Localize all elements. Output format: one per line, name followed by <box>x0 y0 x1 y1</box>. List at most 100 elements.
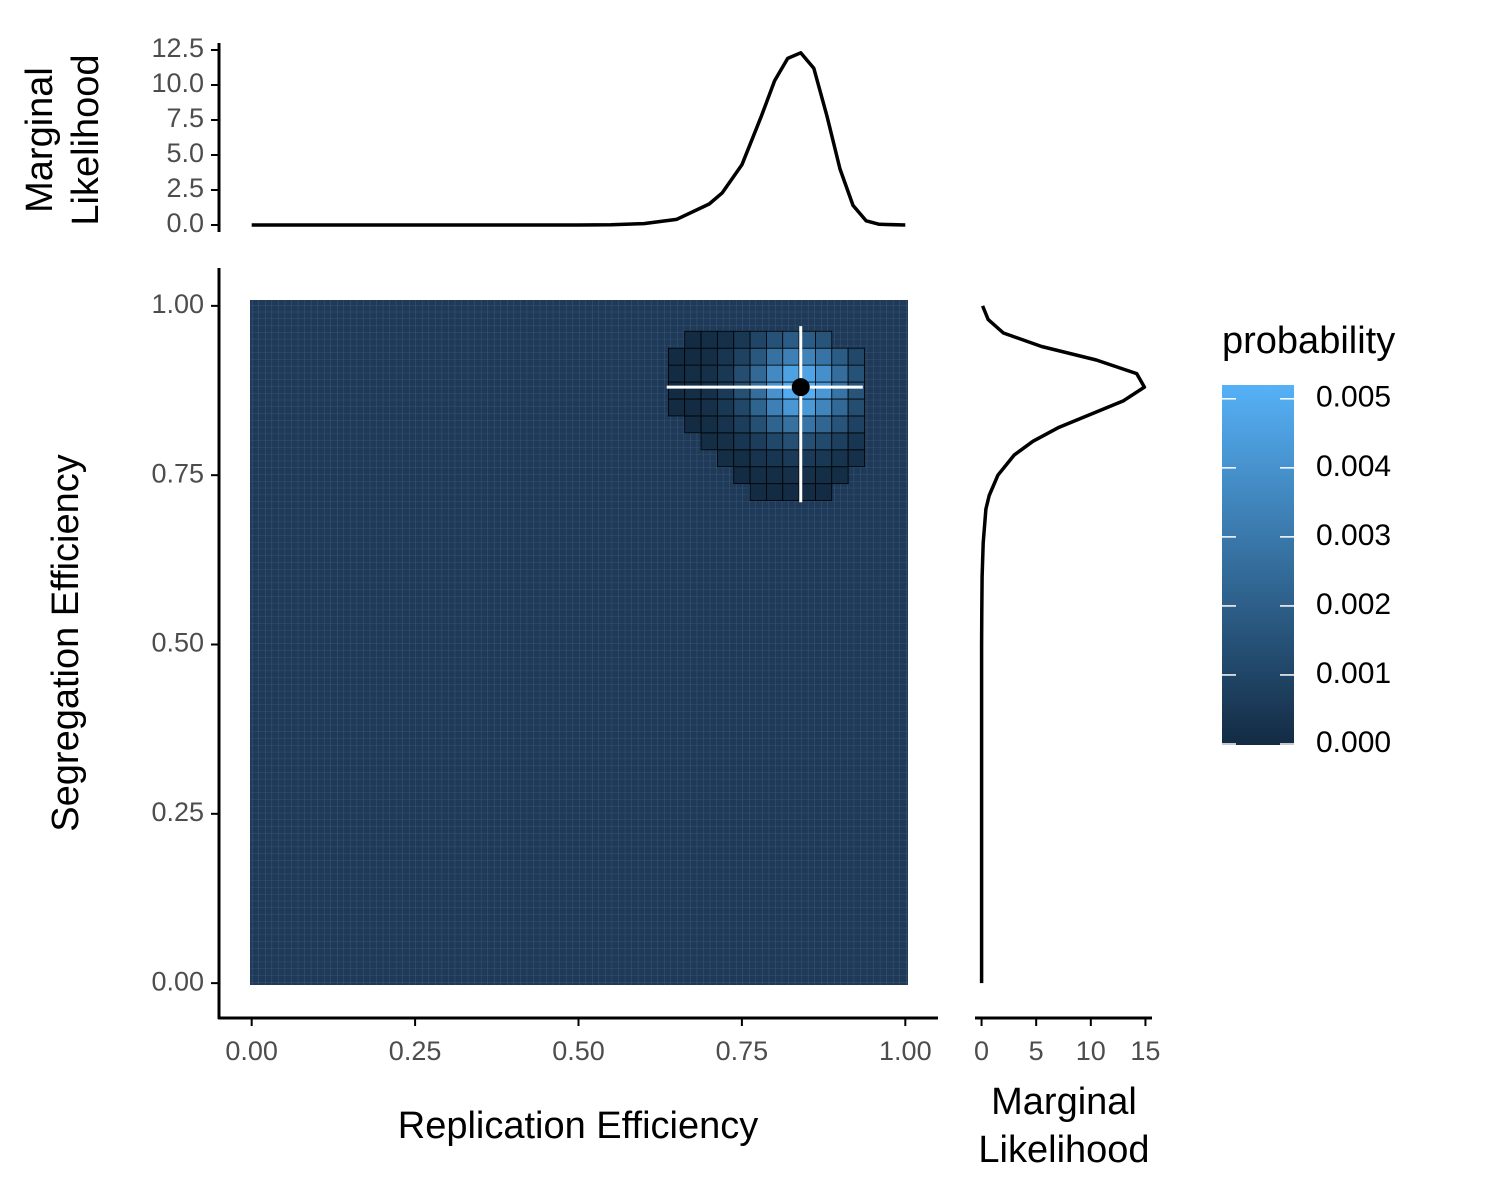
heatmap-cell <box>700 415 718 434</box>
legend-label: 0.005 <box>1316 381 1391 414</box>
heatmap-cell <box>716 432 735 451</box>
heatmap-cell <box>684 415 702 434</box>
heatmap-cell <box>815 381 833 400</box>
heatmap-cell <box>766 381 784 400</box>
heatmap-cell <box>831 415 849 434</box>
colorbar <box>1222 385 1294 745</box>
y-tick-label: 2.5 <box>166 173 204 203</box>
heatmap-cell <box>766 364 784 383</box>
y-tick-label: 10.0 <box>151 68 204 98</box>
heatmap-cell <box>847 398 865 417</box>
legend-label: 0.000 <box>1316 726 1391 759</box>
y-tick-label: 1.00 <box>151 289 204 319</box>
heatmap-cell <box>716 330 735 349</box>
heatmap-cell <box>815 415 833 434</box>
heatmap-cell <box>782 449 800 468</box>
heatmap-cell <box>782 347 800 366</box>
x-tick-label: 0.50 <box>552 1036 605 1066</box>
heatmap-cell <box>749 483 767 501</box>
heatmap-cell <box>831 347 849 366</box>
heatmap-cell <box>667 398 686 417</box>
top-y-title: Marginal <box>19 67 61 213</box>
heatmap-cell <box>733 364 751 383</box>
heatmap-cell <box>815 432 833 451</box>
heatmap-cell <box>815 364 833 383</box>
heatmap-cell <box>749 432 767 451</box>
heatmap-cell <box>766 415 784 434</box>
heatmap-cell <box>766 398 784 417</box>
heatmap-cell <box>782 483 800 501</box>
heatmap-cell <box>782 432 800 451</box>
heatmap-cell <box>667 364 686 383</box>
heatmap-cell <box>684 347 702 366</box>
heatmap-cell <box>766 432 784 451</box>
y-tick-label: 5.0 <box>166 138 204 168</box>
heatmap-cell <box>749 330 767 349</box>
legend-title: probability <box>1222 320 1395 362</box>
heatmap-cell <box>716 364 735 383</box>
heatmap-cell <box>766 330 784 349</box>
density-line <box>251 51 906 227</box>
heatmap-cell <box>766 347 784 366</box>
heatmap-cell <box>700 398 718 417</box>
point-estimate <box>791 378 810 397</box>
y-tick-label: 0.25 <box>151 797 204 827</box>
y-tick-label: 0.00 <box>151 966 204 996</box>
y-tick-label: 0.50 <box>151 628 204 658</box>
legend-label: 0.002 <box>1316 588 1391 621</box>
heatmap-cell <box>782 415 800 434</box>
x-tick-label: 5 <box>1029 1036 1044 1066</box>
heatmap-cell <box>749 364 767 383</box>
heatmap-cell <box>716 381 735 400</box>
heatmap-cell <box>684 330 702 349</box>
heatmap-cell <box>815 398 833 417</box>
heatmap-cell <box>684 381 702 400</box>
heatmap-cell <box>667 347 686 366</box>
heatmap-cell <box>847 449 865 468</box>
legend-label: 0.004 <box>1316 450 1391 483</box>
heatmap-cell <box>700 432 718 451</box>
top-y-title: Likelihood <box>65 54 107 225</box>
y-axis-title: Segregation Efficiency <box>45 454 87 831</box>
heatmap-cell <box>782 330 800 349</box>
x-tick-label: 0.75 <box>716 1036 769 1066</box>
heatmap-cell <box>749 398 767 417</box>
heatmap-cell <box>847 432 865 451</box>
heatmap-cell <box>700 364 718 383</box>
heatmap-cell <box>831 466 849 485</box>
y-tick-label: 7.5 <box>166 103 204 133</box>
heatmap-cell <box>716 449 735 468</box>
x-tick-label: 10 <box>1076 1036 1106 1066</box>
heatmap-cell <box>815 330 833 349</box>
x-tick-label: 0 <box>974 1036 989 1066</box>
heatmap-cell <box>831 449 849 468</box>
y-tick-label: 0.0 <box>166 208 204 238</box>
legend-label: 0.001 <box>1316 657 1391 690</box>
heatmap-cell <box>831 398 849 417</box>
right-x-title: Marginal <box>991 1081 1137 1123</box>
y-tick-label: 0.75 <box>151 458 204 488</box>
heatmap-cell <box>716 398 735 417</box>
heatmap-cell <box>815 449 833 468</box>
heatmap-cell <box>733 466 751 485</box>
heatmap-cell <box>700 347 718 366</box>
heatmap-cell <box>847 347 865 366</box>
heatmap-cell <box>733 347 751 366</box>
heatmap-cell <box>766 466 784 485</box>
heatmap-cell <box>733 449 751 468</box>
x-tick-label: 1.00 <box>879 1036 932 1066</box>
heatmap-cell <box>733 415 751 434</box>
x-tick-label: 0.00 <box>225 1036 278 1066</box>
heatmap-cell <box>766 449 784 468</box>
heatmap-cell <box>749 466 767 485</box>
heatmap-cell <box>831 432 849 451</box>
heatmap-cell <box>766 483 784 501</box>
heatmap-cell <box>716 415 735 434</box>
heatmap-cell <box>815 347 833 366</box>
heatmap-cell <box>667 381 686 400</box>
heatmap-cell <box>749 381 767 400</box>
heatmap-cell <box>782 466 800 485</box>
x-tick-label: 0.25 <box>389 1036 442 1066</box>
x-tick-label: 15 <box>1130 1036 1160 1066</box>
y-tick-label: 12.5 <box>151 33 204 63</box>
